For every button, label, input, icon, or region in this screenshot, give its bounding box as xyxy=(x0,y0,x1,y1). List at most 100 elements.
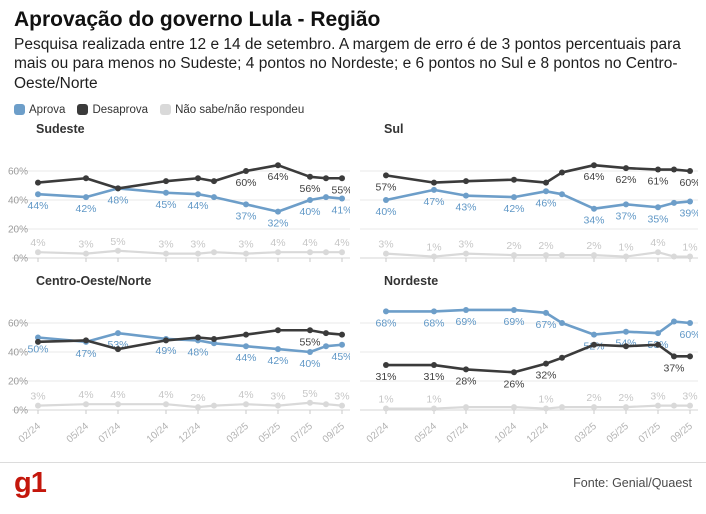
svg-text:07/24: 07/24 xyxy=(97,420,124,445)
svg-text:4%: 4% xyxy=(238,389,253,401)
svg-text:31%: 31% xyxy=(375,371,396,383)
svg-text:35%: 35% xyxy=(647,213,668,225)
svg-text:1%: 1% xyxy=(378,393,393,405)
svg-text:61%: 61% xyxy=(647,175,668,187)
svg-text:3%: 3% xyxy=(334,390,349,402)
legend-label: Aprova xyxy=(29,103,66,116)
svg-text:62%: 62% xyxy=(615,174,636,186)
svg-text:42%: 42% xyxy=(75,203,96,215)
svg-text:09/25: 09/25 xyxy=(321,420,348,445)
svg-text:34%: 34% xyxy=(583,214,604,226)
svg-text:3%: 3% xyxy=(650,390,665,402)
svg-text:55%: 55% xyxy=(299,336,320,348)
svg-text:05/24: 05/24 xyxy=(413,420,440,445)
svg-text:60%: 60% xyxy=(8,166,28,177)
svg-text:39%: 39% xyxy=(679,207,698,219)
svg-text:0%: 0% xyxy=(14,405,29,416)
svg-text:40%: 40% xyxy=(299,358,320,370)
svg-text:2%: 2% xyxy=(506,240,521,252)
chart-grid: 60% 40% 20% 0% Sudeste 4% 3% 5% 3% 3% 3% 4% 4% 4% 44% 4… xyxy=(8,122,698,460)
svg-text:3%: 3% xyxy=(158,238,173,250)
svg-text:41%: 41% xyxy=(331,204,350,216)
page: Aprovação do governo Lula - Região Pesqu… xyxy=(8,8,698,460)
source-text: Fonte: Genial/Quaest xyxy=(573,476,692,491)
svg-text:44%: 44% xyxy=(27,200,48,212)
svg-text:3%: 3% xyxy=(458,238,473,250)
svg-text:07/25: 07/25 xyxy=(289,420,316,445)
svg-text:Nordeste: Nordeste xyxy=(384,274,438,288)
svg-text:1%: 1% xyxy=(682,241,697,253)
svg-text:3%: 3% xyxy=(30,390,45,402)
svg-text:43%: 43% xyxy=(455,201,476,213)
svg-text:Centro-Oeste/Norte: Centro-Oeste/Norte xyxy=(36,274,151,288)
svg-text:5%: 5% xyxy=(110,236,125,248)
svg-text:69%: 69% xyxy=(503,316,524,328)
svg-text:40%: 40% xyxy=(375,206,396,218)
svg-text:07/24: 07/24 xyxy=(445,420,472,445)
g1-logo: g1 xyxy=(14,466,47,499)
svg-text:10/24: 10/24 xyxy=(493,420,520,445)
svg-text:10/24: 10/24 xyxy=(145,420,172,445)
svg-text:4%: 4% xyxy=(78,389,93,401)
svg-text:47%: 47% xyxy=(423,196,444,208)
svg-text:02/24: 02/24 xyxy=(365,420,392,445)
svg-text:40%: 40% xyxy=(8,347,28,358)
svg-text:12/24: 12/24 xyxy=(177,420,204,445)
svg-text:42%: 42% xyxy=(267,355,288,367)
svg-text:69%: 69% xyxy=(455,316,476,328)
svg-text:1%: 1% xyxy=(426,393,441,405)
svg-text:28%: 28% xyxy=(455,375,476,387)
svg-text:3%: 3% xyxy=(682,390,697,402)
legend-swatch-icon xyxy=(160,104,172,116)
svg-text:3%: 3% xyxy=(190,238,205,250)
svg-text:05/25: 05/25 xyxy=(257,420,284,445)
svg-text:49%: 49% xyxy=(155,345,176,357)
svg-text:40%: 40% xyxy=(299,206,320,218)
svg-text:31%: 31% xyxy=(423,371,444,383)
page-title: Aprovação do governo Lula - Região xyxy=(14,8,381,31)
svg-text:03/25: 03/25 xyxy=(573,420,600,445)
svg-text:48%: 48% xyxy=(107,194,128,206)
svg-text:55%: 55% xyxy=(331,184,350,196)
chart-sul: Sul 3% 1% 3% 2% 2% 2% 1% 4% 1% 40% 47% 43% 42% 46% 34% 3… xyxy=(360,122,698,262)
svg-text:4%: 4% xyxy=(302,237,317,249)
svg-text:40%: 40% xyxy=(8,195,28,206)
svg-text:64%: 64% xyxy=(267,171,288,183)
svg-text:07/25: 07/25 xyxy=(637,420,664,445)
svg-text:4%: 4% xyxy=(270,237,285,249)
svg-text:37%: 37% xyxy=(663,362,684,374)
svg-text:26%: 26% xyxy=(503,378,524,390)
svg-text:2%: 2% xyxy=(618,392,633,404)
svg-text:2%: 2% xyxy=(190,392,205,404)
legend-swatch-icon xyxy=(77,104,89,116)
svg-text:09/25: 09/25 xyxy=(669,420,696,445)
legend: Aprova Desaprova Não sabe/não respondeu xyxy=(14,104,692,116)
svg-text:3%: 3% xyxy=(378,238,393,250)
chart-centro-oeste-norte: 60% 40% 20% 0% 02/24 05/24 07/24 10/24 12/24 03/2… xyxy=(8,274,350,445)
legend-item-0: Aprova xyxy=(14,104,65,116)
svg-text:3%: 3% xyxy=(78,238,93,250)
svg-text:45%: 45% xyxy=(331,351,350,363)
svg-text:1%: 1% xyxy=(538,393,553,405)
svg-text:3%: 3% xyxy=(270,390,285,402)
svg-text:46%: 46% xyxy=(535,197,556,209)
svg-text:Sudeste: Sudeste xyxy=(36,122,85,136)
svg-text:37%: 37% xyxy=(615,210,636,222)
svg-text:60%: 60% xyxy=(235,177,256,189)
svg-text:60%: 60% xyxy=(679,177,698,189)
svg-text:12/24: 12/24 xyxy=(525,420,552,445)
svg-text:44%: 44% xyxy=(187,200,208,212)
svg-text:68%: 68% xyxy=(423,317,444,329)
svg-text:56%: 56% xyxy=(299,183,320,195)
svg-text:5%: 5% xyxy=(302,388,317,400)
svg-text:4%: 4% xyxy=(110,389,125,401)
svg-text:3%: 3% xyxy=(238,238,253,250)
svg-text:47%: 47% xyxy=(75,348,96,360)
legend-item-1: Desaprova xyxy=(77,104,148,116)
svg-text:60%: 60% xyxy=(679,329,698,341)
svg-text:02/24: 02/24 xyxy=(17,420,44,445)
svg-text:64%: 64% xyxy=(583,171,604,183)
svg-text:67%: 67% xyxy=(535,319,556,331)
svg-text:1%: 1% xyxy=(618,241,633,253)
